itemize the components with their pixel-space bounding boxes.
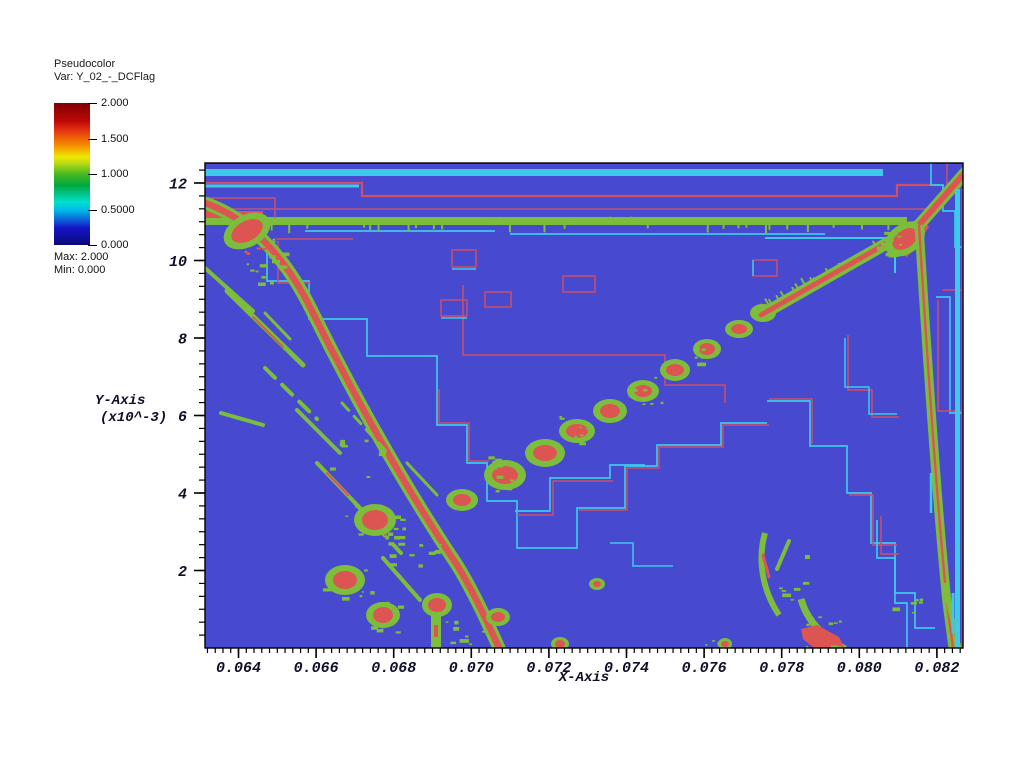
y-tick-label: 10 xyxy=(169,254,187,271)
x-tick-label: 0.074 xyxy=(604,660,649,677)
colorbar-tick xyxy=(88,103,97,104)
colorbar-tick-label: 0.5000 xyxy=(101,203,135,216)
x-tick-label: 0.066 xyxy=(294,660,339,677)
x-tick-label: 0.070 xyxy=(449,660,494,677)
plot-axes: 0.064 0.066 0.068 0.070 0.072 0.074 0.076 0.078… xyxy=(169,162,964,677)
legend-max-label: Max: 2.000 xyxy=(54,251,109,263)
x-tick-label: 0.064 xyxy=(216,660,261,677)
colorbar-tick-label: 1.500 xyxy=(101,132,129,145)
x-tick-label: 0.072 xyxy=(526,660,571,677)
colorbar-tick xyxy=(88,138,97,140)
legend-title: Pseudocolor xyxy=(54,58,116,70)
colorbar-tick xyxy=(88,245,97,246)
y-tick-label: 12 xyxy=(169,177,187,194)
colorbar-tick xyxy=(88,174,97,175)
y-tick-label: 4 xyxy=(178,487,187,504)
x-tick-label: 0.078 xyxy=(759,660,804,677)
y-tick-label: 6 xyxy=(178,409,187,426)
y-tick-label: 2 xyxy=(178,564,187,581)
y-axis-title-units: (x10^-3) xyxy=(100,410,167,426)
x-axis-title: X-Axis xyxy=(558,670,609,686)
colorbar-tick-label: 0.000 xyxy=(101,239,129,251)
legend-min-label: Min: 0.000 xyxy=(54,264,106,276)
legend-variable-label: Var: Y_02_-_DCFlag xyxy=(54,71,156,83)
colorbar-tick-label: 2.000 xyxy=(101,97,129,109)
y-tick-label: 8 xyxy=(178,332,187,349)
x-tick-label: 0.082 xyxy=(914,660,959,677)
colorbar-tick xyxy=(88,209,97,211)
colorbar-tick-label: 1.000 xyxy=(101,168,129,180)
pseudocolor-legend: Pseudocolor Var: Y_02_-_DCFlag xyxy=(54,58,204,84)
x-tick-label: 0.068 xyxy=(371,660,416,677)
colorbar xyxy=(54,103,90,245)
x-tick-label: 0.076 xyxy=(682,660,727,677)
plot-canvas xyxy=(205,163,963,648)
y-axis-title: Y-Axis xyxy=(95,393,145,409)
x-tick-label: 0.080 xyxy=(837,660,882,677)
